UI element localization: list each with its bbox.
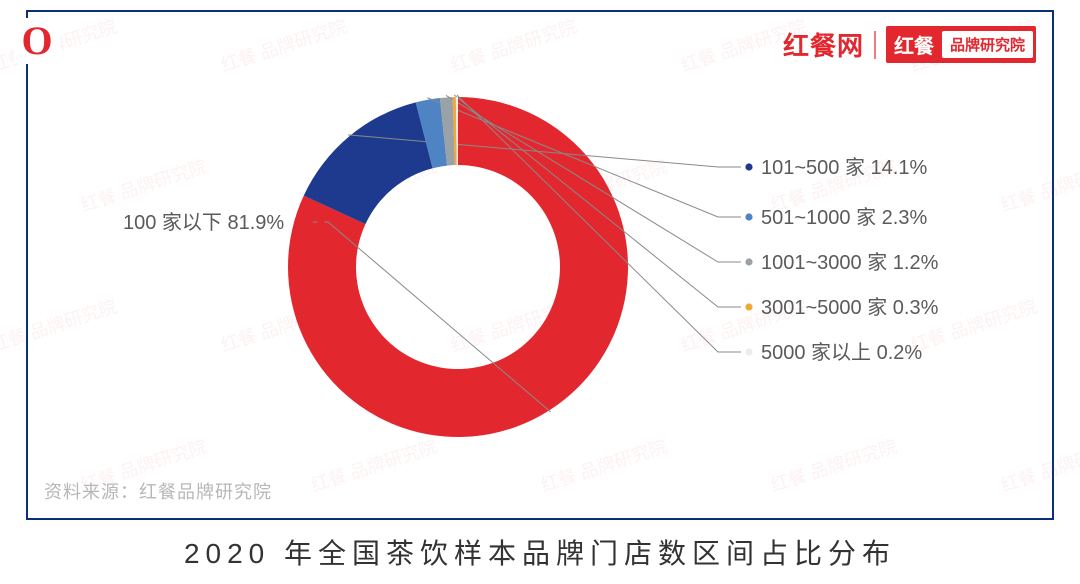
brand-site: 红餐网 <box>783 26 864 63</box>
corner-logo: O <box>14 18 60 64</box>
brand-badge-right: 品牌研究院 <box>942 31 1033 58</box>
stage: 红餐 品牌研究院红餐 品牌研究院红餐 品牌研究院红餐 品牌研究院红餐 品牌研究院… <box>0 0 1080 584</box>
slice-label: 101~500 家 14.1% <box>761 156 927 179</box>
chart-frame: 红餐 品牌研究院红餐 品牌研究院红餐 品牌研究院红餐 品牌研究院红餐 品牌研究院… <box>26 10 1054 520</box>
caption: 2020 年全国茶饮样本品牌门店数区间占比分布 <box>0 532 1080 572</box>
slice-label: 3001~5000 家 0.3% <box>761 296 939 319</box>
slice-label: 5000 家以上 0.2% <box>761 341 922 364</box>
donut-chart: 100 家以下 81.9% 101~500 家 14.1% 501~1000 家 2… <box>28 12 1052 518</box>
label-bullet <box>745 213 752 220</box>
label-bullet <box>745 163 752 170</box>
label-bullet <box>745 348 752 355</box>
slice-label: 1001~3000 家 1.2% <box>761 251 939 274</box>
slice-label: 100 家以下 81.9% <box>123 211 284 234</box>
slice-label: 501~1000 家 2.3% <box>761 206 927 229</box>
label-bullet <box>745 303 752 310</box>
label-bullet <box>745 258 752 265</box>
brand-badge-left: 红餐 <box>886 26 942 63</box>
brand-badge: 红餐 品牌研究院 <box>886 26 1036 63</box>
label-bullet <box>317 218 324 225</box>
brand-area: 红餐网 红餐 品牌研究院 <box>783 26 1036 63</box>
brand-separator <box>874 31 876 59</box>
source-label: 资料来源：红餐品牌研究院 <box>44 478 272 504</box>
logo-o-icon: O <box>21 21 52 61</box>
